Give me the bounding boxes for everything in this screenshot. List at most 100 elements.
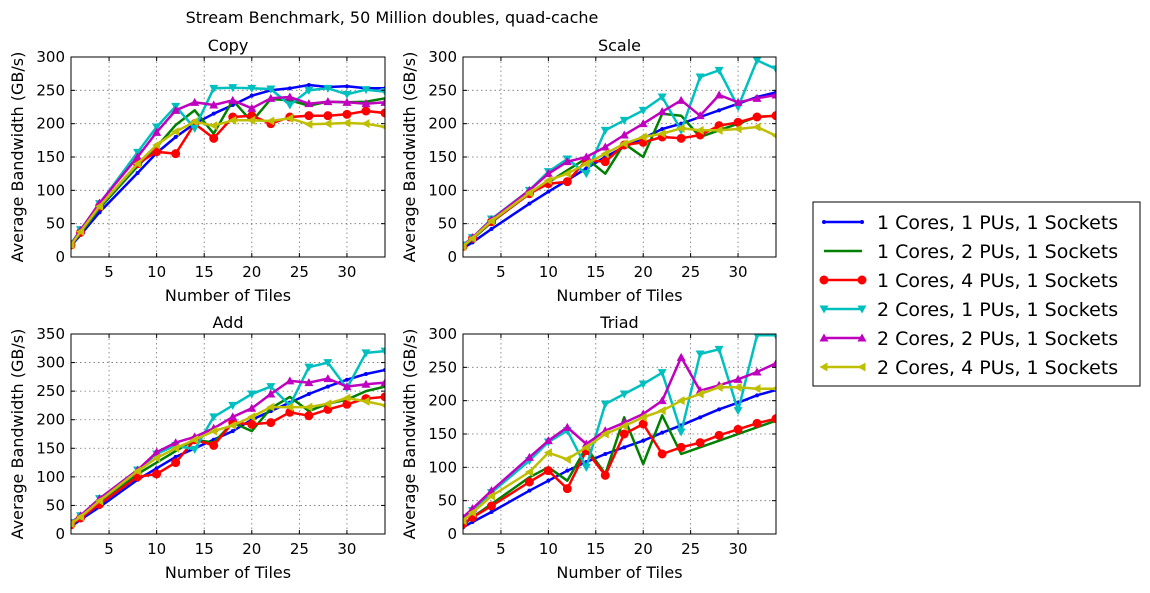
data-point-1-cores-4-pus-1-sockets [171,458,181,468]
data-point-1-cores-4-pus-1-sockets [752,418,762,428]
legend-marker-1-cores-4-pus-1-sockets [819,275,829,285]
legend-marker-1-cores-1-pus-1-sockets [860,220,864,224]
y-tick-label: 350 [36,325,65,343]
data-point-2-cores-1-pus-1-sockets [304,363,314,372]
series-line-1-cores-2-pus-1-sockets [71,97,385,246]
data-point-1-cores-1-pus-1-sockets [306,392,311,396]
data-point-2-cores-4-pus-1-sockets [361,119,370,129]
data-point-2-cores-4-pus-1-sockets [95,496,104,506]
data-point-2-cores-4-pus-1-sockets [304,119,313,129]
data-point-2-cores-4-pus-1-sockets [228,115,237,125]
data-point-2-cores-2-pus-1-sockets [543,169,553,178]
panel-add: 5 10 15 20 25 30050100150200250300350AddNumbe… [8,313,386,582]
figure-suptitle: Stream Benchmark, 50 Million doubles, qu… [186,8,599,27]
legend-label: 2 Cores, 4 PUs, 1 Sockets [877,357,1118,379]
data-point-2-cores-2-pus-1-sockets [752,367,762,376]
x-tick-label: 20 [634,263,653,281]
y-tick-label: 200 [36,115,65,133]
legend-marker-2-cores-2-pus-1-sockets [857,333,867,342]
data-point-2-cores-2-pus-1-sockets [600,142,610,151]
legend-label: 1 Cores, 4 PUs, 1 Sockets [877,270,1118,292]
y-tick-label: 200 [36,411,65,429]
data-point-2-cores-1-pus-1-sockets [266,85,276,94]
data-point-2-cores-4-pus-1-sockets [714,382,723,392]
data-point-2-cores-2-pus-1-sockets [133,152,143,161]
data-point-2-cores-4-pus-1-sockets [562,454,571,464]
legend-marker-1-cores-1-pus-1-sockets [822,220,826,224]
data-point-2-cores-1-pus-1-sockets [285,101,295,110]
x-tick-label: 5 [104,540,114,558]
data-point-2-cores-1-pus-1-sockets [638,380,648,389]
data-point-2-cores-4-pus-1-sockets [657,129,666,139]
data-point-1-cores-1-pus-1-sockets [325,384,330,389]
data-point-1-cores-1-pus-1-sockets [527,488,532,493]
data-point-2-cores-4-pus-1-sockets [486,216,495,226]
data-point-2-cores-4-pus-1-sockets [524,467,533,477]
data-point-2-cores-4-pus-1-sockets [304,402,313,412]
data-point-2-cores-1-pus-1-sockets [247,390,257,399]
y-tick-label: 100 [36,181,65,199]
x-tick-label: 25 [681,540,700,558]
data-point-1-cores-1-pus-1-sockets [363,372,368,376]
data-point-2-cores-4-pus-1-sockets [695,125,704,135]
data-point-1-cores-1-pus-1-sockets [527,201,532,206]
y-tick-label: 150 [36,148,65,166]
data-point-2-cores-4-pus-1-sockets [562,169,571,179]
data-point-2-cores-4-pus-1-sockets [285,402,294,412]
data-point-1-cores-1-pus-1-sockets [489,510,494,514]
x-tick-label: 15 [586,540,605,558]
data-point-1-cores-4-pus-1-sockets [695,438,705,448]
plot-area-add [71,347,385,530]
y-tick-label: 50 [438,492,457,510]
x-axis-label: Number of Tiles [556,286,682,305]
data-point-2-cores-1-pus-1-sockets [619,390,629,399]
data-point-1-cores-4-pus-1-sockets [733,424,743,434]
data-point-2-cores-4-pus-1-sockets [285,113,294,123]
x-axis-label: Number of Tiles [165,286,291,305]
data-point-1-cores-4-pus-1-sockets [380,392,385,402]
legend-marker-2-cores-4-pus-1-sockets [819,362,828,372]
data-point-2-cores-2-pus-1-sockets [285,376,295,385]
data-point-2-cores-4-pus-1-sockets [266,116,275,126]
data-point-2-cores-4-pus-1-sockets [247,412,256,422]
x-axis-label: Number of Tiles [165,563,291,582]
y-tick-label: 50 [46,215,65,233]
series-line-2-cores-4-pus-1-sockets [71,396,385,525]
data-point-1-cores-4-pus-1-sockets [152,147,162,157]
series-line-2-cores-4-pus-1-sockets [463,125,776,248]
data-point-2-cores-4-pus-1-sockets [543,448,552,458]
panel-title: Copy [208,36,249,55]
data-point-2-cores-4-pus-1-sockets [467,233,476,243]
data-point-2-cores-2-pus-1-sockets [285,92,295,101]
y-tick-label: 50 [438,215,457,233]
x-tick-label: 20 [242,263,261,281]
data-point-2-cores-2-pus-1-sockets [524,452,534,461]
data-point-2-cores-2-pus-1-sockets [228,412,238,421]
data-point-2-cores-2-pus-1-sockets [304,99,314,108]
data-point-1-cores-1-pus-1-sockets [660,127,665,131]
data-point-2-cores-2-pus-1-sockets [323,97,333,106]
data-point-2-cores-1-pus-1-sockets [619,116,629,125]
plot-area-scale [463,57,776,251]
data-point-1-cores-4-pus-1-sockets [342,109,352,119]
series-line-1-cores-1-pus-1-sockets [463,388,776,529]
series-line-1-cores-4-pus-1-sockets [463,114,776,248]
data-point-2-cores-4-pus-1-sockets [638,412,647,422]
data-point-2-cores-4-pus-1-sockets [657,406,666,416]
data-point-1-cores-4-pus-1-sockets [733,117,743,127]
data-point-2-cores-4-pus-1-sockets [524,188,533,198]
x-tick-label: 5 [496,263,506,281]
data-point-2-cores-4-pus-1-sockets [342,393,351,403]
data-point-2-cores-2-pus-1-sockets [380,97,385,106]
y-tick-label: 150 [428,425,457,443]
legend-marker-2-cores-4-pus-1-sockets [857,362,866,372]
data-point-1-cores-4-pus-1-sockets [676,442,686,452]
data-point-2-cores-4-pus-1-sockets [323,119,332,129]
data-point-2-cores-2-pus-1-sockets [266,93,276,102]
data-point-1-cores-4-pus-1-sockets [247,419,257,429]
x-tick-label: 30 [337,263,356,281]
data-point-1-cores-4-pus-1-sockets [752,112,762,122]
x-tick-label: 20 [634,540,653,558]
data-point-2-cores-4-pus-1-sockets [714,125,723,135]
data-point-2-cores-2-pus-1-sockets [171,438,181,447]
